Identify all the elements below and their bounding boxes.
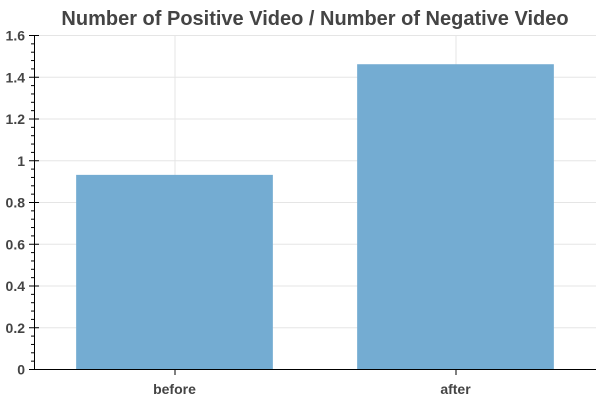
y-tick-label: 1.2 [6, 111, 26, 127]
y-tick-label: 0 [17, 362, 25, 378]
y-tick-label: 1.4 [6, 69, 26, 85]
bar-after [357, 64, 554, 369]
chart-title: Number of Positive Video / Number of Neg… [61, 8, 568, 30]
labels: 0 0.2 0.4 0.6 0.8 1 1.2 1.4 1.6 before after [6, 28, 472, 398]
y-tick-label: 0.4 [6, 278, 26, 294]
y-tick-label: 0.6 [6, 236, 26, 252]
y-tick-label: 0.2 [6, 320, 26, 336]
bar-before [76, 174, 273, 369]
bars [76, 64, 554, 369]
y-tick-label: 0.8 [6, 195, 26, 211]
y-tick-label: 1 [17, 153, 25, 169]
x-tick-label: after [440, 381, 471, 397]
axes [29, 35, 596, 375]
x-tick-label: before [153, 381, 196, 397]
y-tick-label: 1.6 [6, 28, 26, 44]
